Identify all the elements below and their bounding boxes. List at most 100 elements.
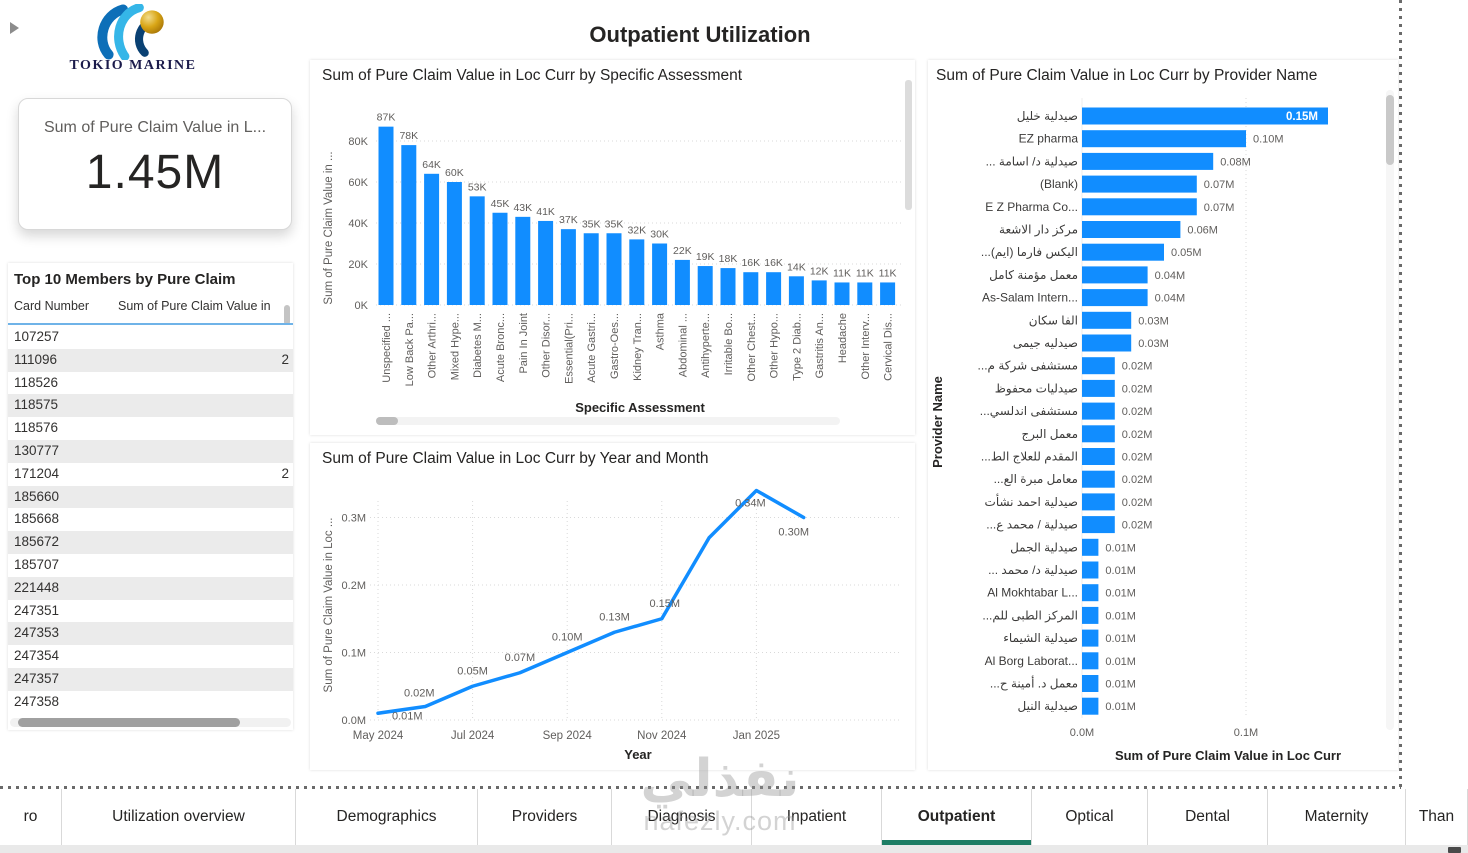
- provider-bar[interactable]: [1082, 152, 1214, 170]
- provider-bar[interactable]: [1082, 606, 1099, 624]
- tab-maternity[interactable]: Maternity: [1268, 789, 1406, 845]
- provider-category-label[interactable]: المقدم للعلاج الط...: [981, 450, 1078, 464]
- provider-bar[interactable]: [1082, 493, 1115, 511]
- provider-category-label[interactable]: الفا سكان: [1029, 313, 1078, 327]
- column-bar[interactable]: [674, 259, 690, 305]
- table-row[interactable]: 118526: [8, 372, 293, 395]
- table-horizontal-scrollbar[interactable]: [10, 718, 291, 727]
- table-row[interactable]: 221448: [8, 576, 293, 600]
- provider-category-label[interactable]: صيدلية د/ اسامة ...: [986, 154, 1078, 168]
- provider-bar[interactable]: [1082, 357, 1115, 375]
- provider-category-label[interactable]: E Z Pharma Co...: [985, 200, 1078, 214]
- provider-category-label[interactable]: صيدلية الشيماء: [1003, 631, 1078, 645]
- provider-bar[interactable]: [1082, 107, 1328, 125]
- trend-line[interactable]: [376, 488, 806, 715]
- provider-bar[interactable]: [1082, 538, 1099, 556]
- tab-dental[interactable]: Dental: [1148, 789, 1268, 845]
- tab-than[interactable]: Than: [1406, 789, 1468, 845]
- provider-category-label[interactable]: اليكس فارما (ايم)...: [981, 245, 1078, 260]
- provider-bar[interactable]: [1082, 584, 1099, 602]
- provider-category-label[interactable]: صيدليه جيمى: [1013, 336, 1078, 350]
- provider-bar[interactable]: [1082, 311, 1132, 329]
- provider-bar[interactable]: [1082, 130, 1246, 148]
- provider-category-label[interactable]: صيدلية د/ محمد ...: [988, 563, 1078, 577]
- provider-bar[interactable]: [1082, 516, 1115, 534]
- provider-category-label[interactable]: معمل البرج: [1021, 427, 1078, 442]
- column-bar[interactable]: [652, 243, 668, 306]
- column-bar[interactable]: [766, 272, 782, 305]
- provider-category-label[interactable]: المركز الطبى للم...: [982, 608, 1078, 623]
- provider-bar[interactable]: [1082, 448, 1115, 465]
- column-bar[interactable]: [720, 268, 736, 305]
- column-bar[interactable]: [424, 173, 440, 305]
- provider-bar[interactable]: [1082, 243, 1164, 261]
- chart-horizontal-scrollbar[interactable]: [376, 417, 840, 425]
- provider-bar[interactable]: [1082, 379, 1115, 397]
- provider-category-label[interactable]: As-Salam Intern...: [982, 291, 1078, 305]
- column-bar[interactable]: [697, 266, 713, 305]
- provider-category-label[interactable]: صيدلية الجمل: [1010, 540, 1078, 554]
- provider-category-label[interactable]: (Blank): [1040, 177, 1078, 191]
- column-bar[interactable]: [515, 216, 531, 305]
- column-bar[interactable]: [743, 272, 759, 305]
- provider-bar[interactable]: [1082, 266, 1148, 284]
- provider-category-label[interactable]: EZ pharma: [1019, 132, 1079, 146]
- scrollbar-thumb[interactable]: [18, 718, 240, 727]
- table-row[interactable]: 185660: [8, 485, 293, 509]
- provider-bar[interactable]: [1082, 221, 1181, 238]
- column-bar[interactable]: [492, 212, 508, 305]
- column-header-claim-value[interactable]: Sum of Pure Claim Value in: [118, 299, 271, 313]
- provider-category-label[interactable]: مستشفى شركة م...: [978, 359, 1078, 374]
- provider-bar[interactable]: [1082, 289, 1148, 307]
- column-bar[interactable]: [538, 220, 554, 305]
- table-row[interactable]: 111096 2: [8, 348, 293, 372]
- column-bar[interactable]: [560, 229, 576, 305]
- provider-bar[interactable]: [1082, 402, 1115, 420]
- provider-category-label[interactable]: صيدلية النيل: [1018, 699, 1078, 713]
- tab-outpatient[interactable]: Outpatient: [882, 789, 1032, 845]
- column-bar[interactable]: [811, 280, 827, 305]
- column-bar[interactable]: [629, 239, 645, 305]
- table-row[interactable]: 185672: [8, 531, 293, 554]
- provider-bar[interactable]: [1082, 697, 1099, 715]
- table-row[interactable]: 171204 2: [8, 463, 293, 486]
- column-bar[interactable]: [834, 282, 850, 305]
- scrollbar-thumb[interactable]: [1386, 95, 1394, 165]
- provider-category-label[interactable]: معمل د. أمينة ح...: [990, 676, 1078, 691]
- provider-bar[interactable]: [1082, 425, 1115, 443]
- table-row[interactable]: 185668: [8, 508, 293, 531]
- tab-optical[interactable]: Optical: [1032, 789, 1148, 845]
- table-row[interactable]: 185707: [8, 554, 293, 577]
- provider-category-label[interactable]: مستشفى اندلسي...: [980, 404, 1078, 418]
- scrollbar-thumb[interactable]: [376, 417, 398, 425]
- provider-category-label[interactable]: صيدلية / محمد ع...: [986, 518, 1078, 532]
- table-row[interactable]: 130777: [8, 439, 293, 463]
- column-bar[interactable]: [857, 282, 873, 305]
- column-bar[interactable]: [401, 145, 417, 305]
- tab-utilization-overview[interactable]: Utilization overview: [62, 789, 296, 845]
- table-row[interactable]: 247353: [8, 622, 293, 646]
- table-row[interactable]: 247354: [8, 645, 293, 668]
- provider-bar[interactable]: [1082, 198, 1197, 216]
- provider-bar[interactable]: [1082, 470, 1115, 488]
- column-bar[interactable]: [880, 282, 896, 305]
- column-bar[interactable]: [469, 196, 485, 305]
- provider-bar[interactable]: [1082, 334, 1132, 352]
- tab-inpatient[interactable]: Inpatient: [752, 789, 882, 845]
- provider-bar[interactable]: [1082, 675, 1099, 692]
- chart-vertical-scrollbar[interactable]: [905, 80, 912, 210]
- table-row[interactable]: 247357: [8, 667, 293, 691]
- table-row[interactable]: 247351: [8, 600, 293, 623]
- provider-category-label[interactable]: صيدلية احمد نشأت: [985, 493, 1078, 509]
- column-bar[interactable]: [583, 233, 599, 305]
- table-row[interactable]: 107257: [8, 326, 293, 349]
- table-row[interactable]: 118575: [8, 394, 293, 418]
- table-row[interactable]: 118576: [8, 417, 293, 440]
- provider-category-label[interactable]: صيدليات محفوظ: [995, 381, 1078, 396]
- tab-demographics[interactable]: Demographics: [296, 789, 478, 845]
- provider-bar[interactable]: [1082, 561, 1099, 579]
- tab-providers[interactable]: Providers: [478, 789, 612, 845]
- provider-bar[interactable]: [1082, 175, 1197, 193]
- tab-ro[interactable]: ro: [0, 789, 62, 845]
- column-bar[interactable]: [446, 182, 462, 305]
